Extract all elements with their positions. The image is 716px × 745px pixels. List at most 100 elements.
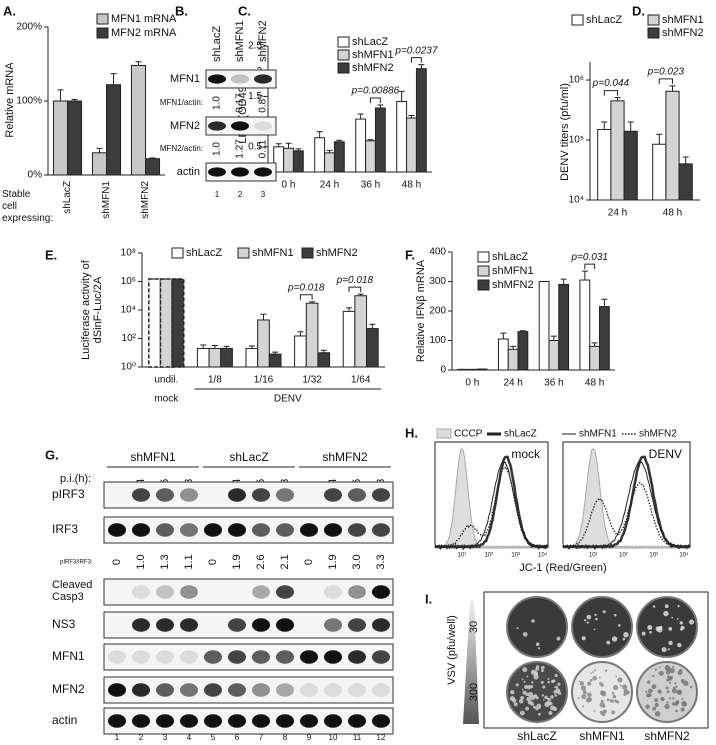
blot-band [204,650,222,664]
y-tick-label: 10⁴ [121,305,136,316]
plaque [540,680,544,684]
error-bar [408,115,415,119]
blot-band [276,523,294,537]
plaque [544,701,550,708]
ratio-value: 0.11 [258,139,269,158]
lane-number: 4 [187,733,192,742]
legend-label: shMFN2 [639,429,677,440]
plaque [523,680,526,683]
x-axis-label: Stable cell expressing: [2,189,54,224]
blot-band [132,523,150,537]
blot-band [276,618,294,632]
plaque [611,636,618,642]
histogram-shmfn2 [434,466,549,549]
plaque [549,705,555,711]
plaque [531,619,535,623]
plaque [554,673,558,678]
error-bar [346,307,353,312]
bar [106,84,122,176]
ratio-value: 0.87 [258,93,269,113]
x-tick-label: 36 h [544,378,563,389]
panel-label: F. [405,247,415,262]
plaque [602,709,607,714]
plaque [515,683,519,687]
plaque [617,677,623,683]
blot-band [324,585,342,599]
x-tick-label: 1/8 [208,375,222,386]
blot-band [300,523,318,537]
lane-number: 11 [353,733,362,742]
lane-number: 3 [261,190,266,199]
error-bar [223,345,230,349]
error-bar [309,301,316,304]
plaque [586,614,592,620]
histogram-shmfn2 [562,481,691,549]
ratio-value: 3.0 [351,554,363,569]
y-axis-label: Relative IFNβ mRNA [415,259,427,362]
plaque [651,684,657,690]
blot-band [132,585,150,599]
lane-number: 7 [259,733,264,742]
bar [317,352,331,368]
plaque [658,670,664,676]
legend-label: shLacZ [186,247,222,259]
x-tick-label: 10³ [649,553,658,559]
blot-band [252,650,270,664]
ratio-value: 1.3 [159,554,171,569]
plaque [579,681,585,686]
plaque [618,624,621,627]
annotation: p=0.044 [592,78,630,89]
annotation: p=0.018 [287,282,325,293]
significance-bracket [299,294,313,300]
x-tick-label: shMFN2 [140,181,151,219]
plaque [534,671,539,675]
ratio-value: 1.0 [135,554,147,569]
plaque [522,667,528,673]
error-bar [200,344,207,349]
blot-band [108,650,126,664]
bar [623,130,638,201]
bar [292,150,304,173]
blot-band [180,618,198,632]
bar [396,100,408,173]
plaque [582,690,587,695]
plaque [557,682,561,686]
lane-number: 6 [235,733,240,742]
annotation: p=0.00886 [351,86,400,97]
plaque [625,690,630,695]
legend-swatch [96,27,109,39]
bar [517,331,529,371]
plaque [676,618,679,620]
panel-label: D. [632,3,645,18]
legend-label: CCCP [454,429,483,440]
blot-band [348,618,366,632]
panel-label: H. [405,425,418,440]
bar [589,345,601,371]
blot-band [156,488,174,502]
blot-strip [103,643,394,671]
plaque [659,691,662,694]
blot-band [300,714,318,728]
error-bar [248,345,255,349]
plaque [535,696,539,700]
plaque [654,668,658,671]
plaque [619,684,623,687]
plaque [654,702,659,708]
ratio-value: 1.0 [212,96,223,110]
blot-band [300,683,318,697]
x-tick-label: shMFN1 [101,181,112,219]
error-bar [418,64,425,69]
blot-band [372,523,390,537]
legend-label: shMFN2 [316,247,358,259]
annotation: p=0.0237 [394,45,437,56]
legend-label: shMFN1 [579,429,617,440]
plaque [548,710,553,716]
plaque [671,688,677,694]
plaque [600,699,604,703]
error-bar [550,335,557,341]
plaque [520,696,525,700]
plaque [612,694,617,699]
plaque [614,613,617,617]
error-bar [519,330,526,332]
